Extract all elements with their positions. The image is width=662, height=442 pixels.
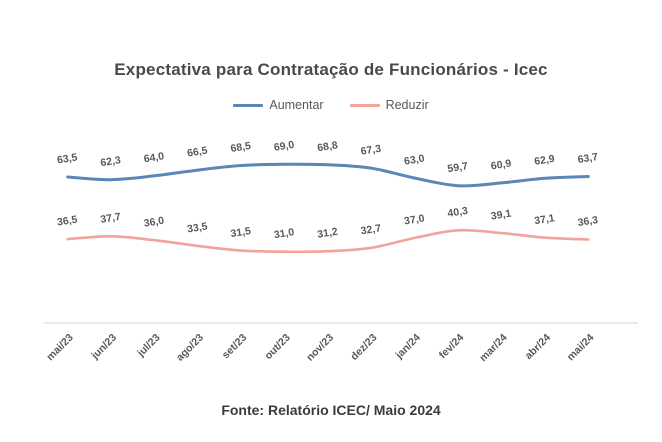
aumentar-series-line [66,162,590,188]
legend-item-aumentar: Aumentar [233,98,324,112]
aumentar-data-label: 59,7 [447,160,469,175]
x-axis-label: dez/23 [348,332,379,363]
aumentar-data-label: 62,3 [100,154,122,169]
x-axis-label: mai/23 [44,332,76,364]
reduzir-data-label: 32,7 [360,222,382,237]
chart-legend: Aumentar Reduzir [0,98,662,112]
reduzir-data-label: 31,0 [273,226,295,241]
reduzir-data-label: 36,3 [577,214,599,229]
x-axis-label: mai/24 [565,332,597,364]
reduzir-data-label: 36,0 [143,215,165,230]
aumentar-data-label: 63,5 [56,151,78,166]
aumentar-line-swatch [233,103,264,107]
x-axis-label: jul/23 [134,332,162,360]
x-axis-label: fev/24 [437,332,467,362]
legend-label-aumentar: Aumentar [269,98,324,112]
reduzir-data-label: 31,5 [230,225,252,240]
x-axis-label: set/23 [220,332,250,362]
aumentar-data-label: 68,5 [230,140,252,155]
aumentar-data-label: 63,7 [577,151,599,166]
reduzir-data-label: 39,1 [490,208,512,223]
x-axis-label: mar/24 [477,332,510,365]
x-axis-label: out/23 [262,332,292,362]
reduzir-data-label: 31,2 [316,226,338,241]
reduzir-line-swatch [349,103,380,107]
x-axis-label: jan/24 [393,332,423,362]
reduzir-data-label: 37,0 [403,212,425,227]
aumentar-data-label: 67,3 [360,143,382,158]
reduzir-data-label: 37,1 [533,212,555,227]
source-caption: Fonte: Relatório ICEC/ Maio 2024 [221,402,441,418]
x-axis-label: jun/23 [89,332,120,363]
aumentar-data-label: 68,8 [316,139,338,154]
reduzir-data-label: 40,3 [447,205,469,220]
aumentar-data-label: 60,9 [490,157,512,172]
x-axis-label: abr/24 [523,332,553,362]
aumentar-data-label: 66,5 [186,145,208,160]
reduzir-series-line [66,228,590,254]
reduzir-data-label: 37,7 [100,211,122,226]
x-axis-label: ago/23 [174,332,206,364]
x-axis-label: nov/23 [304,332,336,364]
aumentar-data-label: 64,0 [143,150,165,165]
aumentar-data-label: 62,9 [533,153,555,168]
reduzir-data-label: 36,5 [56,214,78,229]
aumentar-data-label: 69,0 [273,139,295,154]
reduzir-data-label: 33,5 [186,220,208,235]
chart-title: Expectativa para Contratação de Funcioná… [114,60,548,79]
aumentar-data-label: 63,0 [403,153,425,168]
legend-label-reduzir: Reduzir [385,98,429,112]
legend-item-reduzir: Reduzir [349,98,429,112]
